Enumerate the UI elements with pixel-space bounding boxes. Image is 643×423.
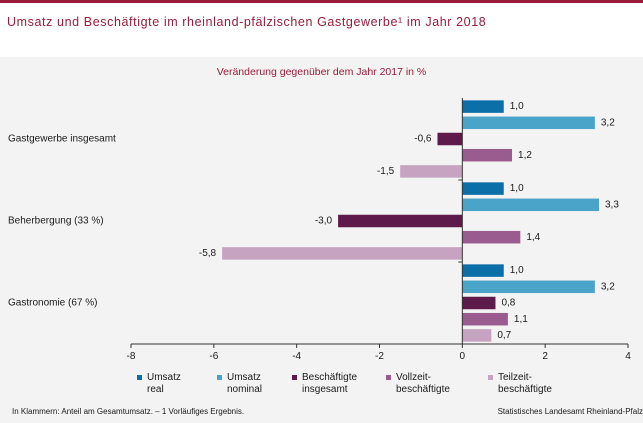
bar — [338, 214, 463, 228]
bar — [462, 296, 496, 310]
bar — [222, 247, 463, 260]
legend-swatch — [386, 375, 391, 380]
data-label: 3,3 — [605, 199, 619, 210]
bar — [462, 100, 504, 113]
legend-label: Teilzeit-beschäftigte — [498, 372, 552, 395]
category-label: Gastronomie (67 %) — [8, 298, 97, 309]
source-note: Statistisches Landesamt Rheinland-Pfalz — [497, 407, 643, 416]
x-tick-label: 4 — [625, 351, 631, 362]
legend-swatch — [217, 375, 222, 380]
bar — [437, 132, 463, 146]
data-label: -0,6 — [414, 134, 432, 145]
chart-subtitle: Veränderung gegenüber dem Jahr 2017 in % — [216, 66, 427, 78]
bar — [462, 329, 492, 342]
data-label: -1,5 — [377, 166, 395, 177]
bar — [462, 198, 600, 212]
bar — [462, 148, 513, 162]
data-label: 1,0 — [510, 265, 524, 276]
x-tick-label: -2 — [375, 351, 384, 362]
data-label: 0,8 — [501, 298, 515, 309]
data-label: 3,2 — [601, 281, 615, 292]
x-tick-label: -8 — [127, 351, 136, 362]
category-label: Beherbergung (33 %) — [8, 216, 104, 227]
bar — [462, 116, 595, 130]
legend-swatch — [137, 375, 142, 380]
legend-swatch — [488, 375, 493, 380]
bar — [462, 264, 504, 277]
data-label: -5,8 — [199, 248, 217, 259]
legend-swatch — [292, 375, 297, 380]
title-rule — [0, 0, 643, 3]
bar — [400, 165, 463, 178]
x-tick-label: 2 — [542, 351, 548, 362]
bar — [462, 280, 595, 294]
x-tick-label: -6 — [209, 351, 218, 362]
category-label: Gastgewerbe insgesamt — [8, 134, 116, 145]
legend-label: Umsatz real — [147, 372, 181, 395]
bar — [462, 312, 508, 326]
legend-label: Beschäftigte insgesamt — [302, 372, 358, 395]
data-label: 0,7 — [497, 330, 511, 341]
data-label: 1,0 — [510, 183, 524, 194]
data-label: 3,2 — [601, 117, 615, 128]
legend-label: Umsatz nominal — [227, 372, 263, 395]
bar — [462, 182, 504, 195]
data-label: 1,2 — [518, 150, 532, 161]
footnote: In Klammern: Anteil am Gesamtumsatz. – 1… — [12, 407, 245, 416]
x-tick-label: -4 — [292, 351, 301, 362]
data-label: -3,0 — [315, 216, 333, 227]
data-label: 1,4 — [526, 232, 540, 243]
x-tick-label: 0 — [460, 351, 466, 362]
data-label: 1,0 — [510, 101, 524, 112]
bar — [462, 230, 521, 244]
legend-label: Vollzeit-beschäftigte — [396, 372, 450, 395]
page-title: Umsatz und Beschäftigte im rheinland-pfä… — [7, 15, 487, 29]
data-label: 1,1 — [514, 314, 528, 325]
